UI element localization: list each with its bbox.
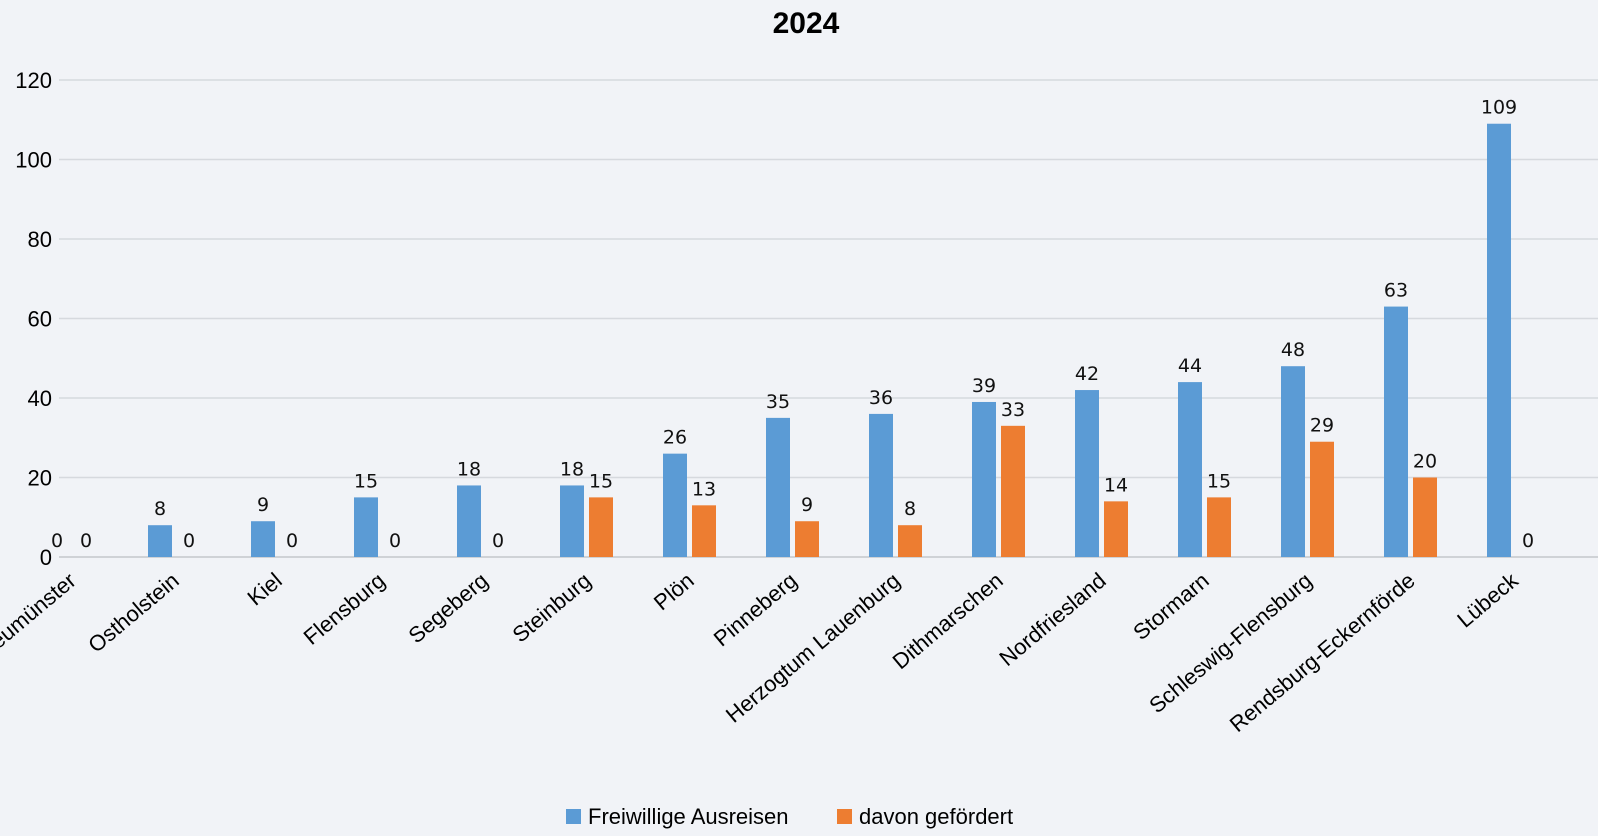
bar-freiwillige-ausreisen-ploen — [663, 453, 687, 557]
data-label-davon-gefoerdert-rendsburg-eckernfoerde: 20 — [1413, 451, 1437, 473]
y-tick-label-120: 120 — [15, 68, 52, 93]
data-label-freiwillige-ausreisen-dithmarschen: 39 — [972, 375, 996, 397]
data-label-davon-gefoerdert-steinburg: 15 — [589, 470, 613, 492]
data-label-davon-gefoerdert-herzogtum-lauenburg: 8 — [904, 498, 916, 520]
data-label-freiwillige-ausreisen-ploen: 26 — [663, 427, 687, 449]
x-tick-label-flensburg: Flensburg — [299, 568, 390, 650]
y-tick-label-0: 0 — [40, 545, 52, 570]
bar-freiwillige-ausreisen-pinneberg — [766, 417, 790, 557]
bar-davon-gefoerdert-stormarn — [1207, 497, 1231, 557]
bars — [148, 123, 1511, 557]
data-label-davon-gefoerdert-segeberg: 0 — [492, 530, 504, 552]
bar-freiwillige-ausreisen-kiel — [251, 521, 275, 557]
gridlines — [59, 79, 1598, 558]
legend-swatch-davon-gefoerdert — [837, 809, 852, 824]
bar-davon-gefoerdert-rendsburg-eckernfoerde — [1413, 477, 1437, 557]
data-label-freiwillige-ausreisen-steinburg: 18 — [560, 458, 584, 480]
bar-freiwillige-ausreisen-ostholstein — [148, 525, 172, 557]
x-tick-label-herzogtum-lauenburg: Herzogtum Lauenburg — [721, 568, 905, 728]
data-label-freiwillige-ausreisen-ostholstein: 8 — [154, 498, 166, 520]
data-label-davon-gefoerdert-schleswig-flensburg: 29 — [1310, 415, 1334, 437]
y-tick-label-80: 80 — [28, 227, 52, 252]
y-tick-label-100: 100 — [15, 148, 52, 173]
legend-swatch-freiwillige-ausreisen — [566, 809, 581, 824]
data-label-freiwillige-ausreisen-nordfriesland: 42 — [1075, 363, 1099, 385]
bar-freiwillige-ausreisen-steinburg — [560, 485, 584, 557]
bar-freiwillige-ausreisen-dithmarschen — [972, 401, 996, 557]
y-tick-label-20: 20 — [28, 466, 52, 491]
bar-freiwillige-ausreisen-flensburg — [354, 497, 378, 557]
data-label-davon-gefoerdert-kiel: 0 — [286, 530, 298, 552]
x-tick-label-neumuenster: Neumünster — [0, 568, 81, 664]
bar-davon-gefoerdert-pinneberg — [795, 521, 819, 557]
bar-freiwillige-ausreisen-nordfriesland — [1075, 390, 1099, 557]
legend: Freiwillige Ausreisen davon gefördert — [566, 804, 1013, 829]
bar-freiwillige-ausreisen-herzogtum-lauenburg — [869, 413, 893, 557]
data-label-davon-gefoerdert-ostholstein: 0 — [183, 530, 195, 552]
x-tick-label-rendsburg-eckernfoerde: Rendsburg-Eckernförde — [1225, 568, 1420, 737]
data-label-freiwillige-ausreisen-neumuenster: 0 — [51, 530, 63, 552]
data-label-freiwillige-ausreisen-stormarn: 44 — [1178, 355, 1202, 377]
legend-label-freiwillige-ausreisen: Freiwillige Ausreisen — [588, 804, 789, 829]
data-label-davon-gefoerdert-pinneberg: 9 — [801, 494, 813, 516]
bar-davon-gefoerdert-dithmarschen — [1001, 425, 1025, 557]
bar-davon-gefoerdert-herzogtum-lauenburg — [898, 525, 922, 557]
data-labels: 0 080901501801815261335936839334214441548… — [51, 97, 1534, 552]
x-tick-label-luebeck: Lübeck — [1452, 567, 1523, 632]
data-label-freiwillige-ausreisen-kiel: 9 — [257, 494, 269, 516]
chart-title: 2024 — [773, 7, 840, 40]
y-axis-ticks: 0 20 40 60 80 100 120 — [15, 68, 52, 570]
bar-freiwillige-ausreisen-stormarn — [1178, 382, 1202, 557]
x-tick-label-stormarn: Stormarn — [1128, 568, 1213, 645]
x-tick-label-segeberg: Segeberg — [404, 568, 493, 648]
x-axis-ticks: Neumünster Ostholstein Kiel Flensburg Segebe… — [0, 567, 1523, 737]
data-label-davon-gefoerdert-nordfriesland: 14 — [1104, 474, 1128, 496]
x-tick-label-ploen: Plön — [649, 568, 699, 615]
data-label-freiwillige-ausreisen-herzogtum-lauenburg: 36 — [869, 387, 893, 409]
x-tick-label-pinneberg: Pinneberg — [709, 568, 802, 652]
data-label-freiwillige-ausreisen-rendsburg-eckernfoerde: 63 — [1384, 280, 1408, 302]
data-label-davon-gefoerdert-ploen: 13 — [692, 478, 716, 500]
data-label-freiwillige-ausreisen-pinneberg: 35 — [766, 391, 790, 413]
x-tick-label-kiel: Kiel — [243, 568, 287, 611]
bar-freiwillige-ausreisen-segeberg — [457, 485, 481, 557]
bar-davon-gefoerdert-nordfriesland — [1104, 501, 1128, 557]
x-tick-label-dithmarschen: Dithmarschen — [888, 568, 1008, 674]
data-label-davon-gefoerdert-neumuenster: 0 — [80, 530, 92, 552]
bar-freiwillige-ausreisen-rendsburg-eckernfoerde — [1384, 306, 1408, 557]
data-label-freiwillige-ausreisen-schleswig-flensburg: 48 — [1281, 339, 1305, 361]
bar-freiwillige-ausreisen-luebeck — [1487, 123, 1511, 557]
x-tick-label-steinburg: Steinburg — [507, 568, 595, 648]
data-label-freiwillige-ausreisen-segeberg: 18 — [457, 458, 481, 480]
data-label-davon-gefoerdert-flensburg: 0 — [389, 530, 401, 552]
y-tick-label-60: 60 — [28, 307, 52, 332]
legend-label-davon-gefoerdert: davon gefördert — [859, 804, 1013, 829]
bar-davon-gefoerdert-ploen — [692, 505, 716, 557]
data-label-davon-gefoerdert-stormarn: 15 — [1207, 470, 1231, 492]
x-tick-label-nordfriesland: Nordfriesland — [994, 568, 1110, 671]
y-tick-label-40: 40 — [28, 386, 52, 411]
data-label-davon-gefoerdert-dithmarschen: 33 — [1001, 399, 1025, 421]
data-label-davon-gefoerdert-luebeck: 0 — [1522, 530, 1534, 552]
bar-davon-gefoerdert-schleswig-flensburg — [1310, 441, 1334, 557]
data-label-freiwillige-ausreisen-luebeck: 109 — [1481, 97, 1517, 119]
data-label-freiwillige-ausreisen-flensburg: 15 — [354, 470, 378, 492]
bar-davon-gefoerdert-steinburg — [589, 497, 613, 557]
x-tick-label-ostholstein: Ostholstein — [83, 568, 183, 658]
bar-freiwillige-ausreisen-schleswig-flensburg — [1281, 366, 1305, 557]
